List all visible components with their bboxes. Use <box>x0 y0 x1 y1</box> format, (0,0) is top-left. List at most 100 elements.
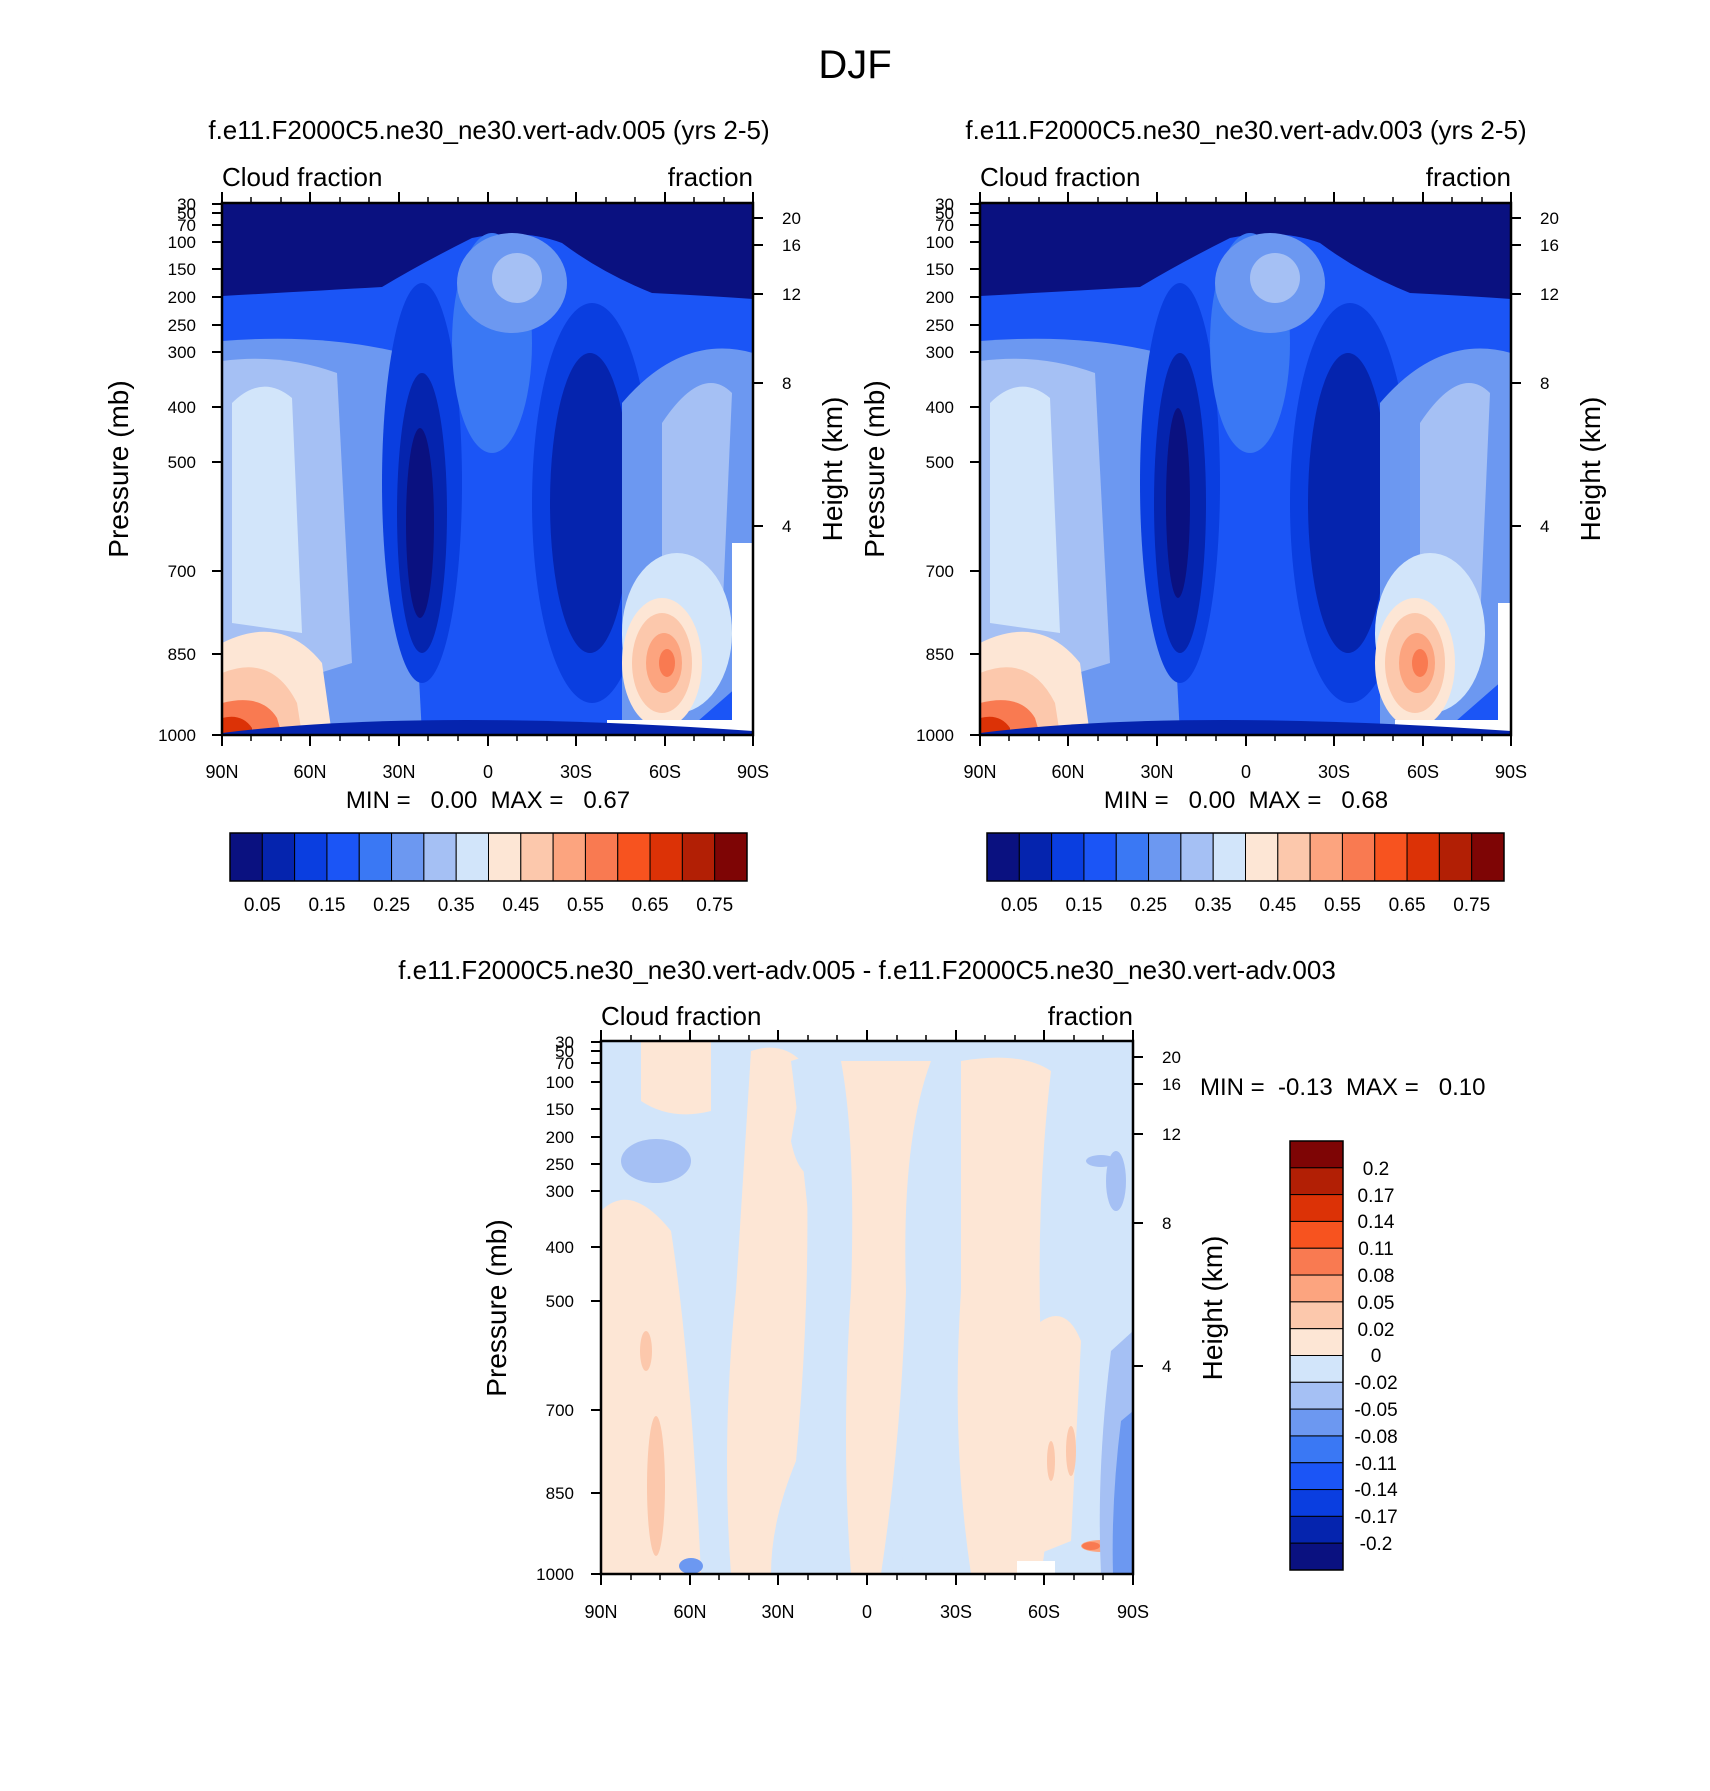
colorbar-swatch <box>649 832 683 882</box>
pressure-axis: 30 50 70 100 150 200 250 300 400 500 700… <box>916 195 980 745</box>
x-tick-label: 30S <box>1318 762 1350 782</box>
y-tick-label: 250 <box>926 316 954 335</box>
y-tick-label: 850 <box>546 1484 574 1503</box>
panel-title: f.e11.F2000C5.ne30_ne30.vert-adv.005 - f… <box>398 955 1336 985</box>
colorbar-swatch <box>1289 1489 1344 1517</box>
y-tick-label: 30 <box>555 1033 574 1052</box>
y-tick-label: 100 <box>546 1073 574 1092</box>
panel-difference: f.e11.F2000C5.ne30_ne30.vert-adv.005 - f… <box>398 955 1485 1622</box>
y-tick-label: 400 <box>168 398 196 417</box>
colorbar-swatch <box>1471 832 1505 882</box>
colorbar-swatch <box>1212 832 1246 882</box>
colorbar-swatch <box>681 832 716 882</box>
colorbar-swatch <box>986 832 1020 882</box>
colorbar-swatch <box>1115 832 1150 882</box>
colorbar-swatch <box>1289 1247 1344 1276</box>
y-tick-label: 1000 <box>158 726 196 745</box>
x-tick-label: 60S <box>649 762 681 782</box>
colorbar-label: 0.25 <box>373 895 410 916</box>
colorbar-swatch <box>1341 832 1376 882</box>
colorbar-swatch <box>1289 1274 1344 1303</box>
height-tick-label: 20 <box>1540 209 1559 228</box>
colorbar-label: 0.35 <box>438 895 475 916</box>
colorbar: 0.05 0.15 0.25 0.35 0.45 0.55 0.65 0.75 <box>986 832 1505 916</box>
colorbar-label: 0.15 <box>308 895 345 916</box>
x-tick-label: 30N <box>382 762 415 782</box>
y-axis-label: Pressure (mb) <box>481 1219 512 1396</box>
y-tick-label: 1000 <box>916 726 954 745</box>
y-tick-label: 150 <box>168 260 196 279</box>
colorbar-swatch <box>391 832 425 882</box>
height-axis: 20 16 12 8 4 <box>1133 1048 1181 1376</box>
y-tick-label: 500 <box>546 1292 574 1311</box>
colorbar-swatch <box>714 832 748 882</box>
height-tick-label: 12 <box>1540 285 1559 304</box>
colorbar-swatch <box>1289 1194 1344 1222</box>
x-tick-label: 60N <box>673 1602 706 1622</box>
contour-field <box>980 203 1511 735</box>
y-tick-label: 700 <box>926 562 954 581</box>
y-tick-label: 300 <box>926 343 954 362</box>
x-tick-label: 90N <box>584 1602 617 1622</box>
colorbar-label: 0.45 <box>1259 895 1296 916</box>
x-tick-label: 90N <box>963 762 996 782</box>
y-tick-label: 700 <box>546 1401 574 1420</box>
x-tick-label: 30S <box>940 1602 972 1622</box>
colorbar-label: -0.14 <box>1354 1480 1398 1501</box>
colorbar-label: 0.05 <box>1001 895 1038 916</box>
y-tick-label: 50 <box>555 1042 574 1061</box>
y-tick-label: 100 <box>168 233 196 252</box>
colorbar-swatch <box>1438 832 1473 882</box>
y-tick-label: 30 <box>177 195 196 214</box>
colorbar-label: 0.65 <box>632 895 669 916</box>
colorbar-swatch <box>1289 1408 1344 1437</box>
height-tick-label: 16 <box>782 236 801 255</box>
y-tick-label: 150 <box>926 260 954 279</box>
left-string: Cloud fraction <box>980 162 1140 192</box>
colorbar-swatch <box>423 832 457 882</box>
latitude-axis: 90N 60N 30N 0 30S 60S 90S <box>205 192 769 782</box>
panel-title: f.e11.F2000C5.ne30_ne30.vert-adv.003 (yr… <box>965 115 1526 145</box>
colorbar-swatch <box>1289 1167 1344 1196</box>
colorbar-swatch <box>488 832 522 882</box>
colorbar-swatch <box>520 832 554 882</box>
colorbar-label: -0.05 <box>1354 1400 1397 1421</box>
colorbar-swatch <box>326 832 360 882</box>
height-tick-label: 4 <box>1162 1357 1171 1376</box>
x-tick-label: 0 <box>862 1602 872 1622</box>
x-tick-label: 30N <box>1140 762 1173 782</box>
panel-title: f.e11.F2000C5.ne30_ne30.vert-adv.005 (yr… <box>208 115 769 145</box>
colorbar-label: 0.35 <box>1195 895 1232 916</box>
colorbar: 0.2 0.17 0.14 0.11 0.08 0.05 0.02 0 -0.0… <box>1289 1140 1398 1571</box>
colorbar-label: 0.55 <box>1324 895 1361 916</box>
colorbar-label: -0.11 <box>1355 1454 1397 1475</box>
colorbar-swatch <box>1406 832 1440 882</box>
y-tick-label: 1000 <box>536 1565 574 1584</box>
left-string: Cloud fraction <box>601 1001 761 1031</box>
colorbar-label: 0.08 <box>1358 1266 1395 1287</box>
right-string: fraction <box>1426 162 1511 192</box>
height-axis: 20 16 12 8 4 <box>1511 209 1559 536</box>
x-tick-label: 30N <box>761 1602 794 1622</box>
y-tick-label: 100 <box>926 233 954 252</box>
y-tick-label: 250 <box>168 316 196 335</box>
colorbar-label: 0.2 <box>1363 1159 1389 1180</box>
x-tick-label: 90S <box>1495 762 1527 782</box>
colorbar-label: 0.02 <box>1358 1320 1395 1341</box>
colorbar-label: -0.2 <box>1360 1534 1393 1555</box>
height-tick-label: 16 <box>1540 236 1559 255</box>
y-tick-label: 850 <box>168 645 196 664</box>
y-tick-label: 150 <box>546 1100 574 1119</box>
y-tick-label: 850 <box>926 645 954 664</box>
colorbar-swatch <box>1289 1462 1344 1491</box>
min-max-label: MIN = -0.13 MAX = 0.10 <box>1200 1074 1485 1101</box>
colorbar-label: 0.11 <box>1358 1239 1394 1260</box>
colorbar-label: 0.05 <box>1358 1293 1395 1314</box>
y-tick-label: 30 <box>935 195 954 214</box>
colorbar-label: 0 <box>1371 1346 1382 1367</box>
colorbar-swatch <box>1051 832 1085 882</box>
x-tick-label: 60N <box>1051 762 1084 782</box>
x-tick-label: 90N <box>205 762 238 782</box>
colorbar-label: 0.65 <box>1389 895 1426 916</box>
height-tick-label: 4 <box>782 517 791 536</box>
